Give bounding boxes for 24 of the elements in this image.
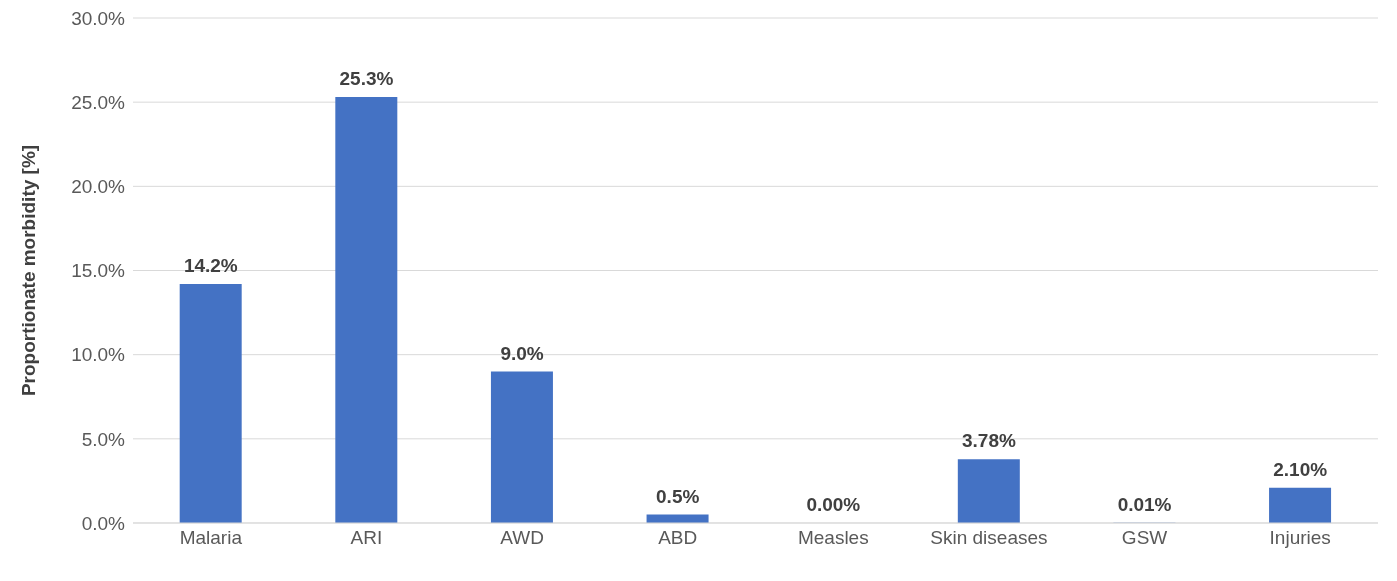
data-label: 14.2% <box>183 254 238 276</box>
data-label: 9.0% <box>500 342 544 364</box>
y-tick-label: 15.0% <box>71 260 126 282</box>
y-tick-label: 30.0% <box>71 7 126 29</box>
data-label: 0.01% <box>1117 493 1172 515</box>
data-label: 0.5% <box>656 485 700 507</box>
data-label: 3.78% <box>962 430 1016 452</box>
x-tick-label: Measles <box>797 527 869 549</box>
data-label: 2.10% <box>1273 458 1328 480</box>
x-tick-label: ABD <box>658 527 698 549</box>
y-tick-label: 0.0% <box>81 512 126 534</box>
y-tick-label: 10.0% <box>71 344 126 366</box>
data-label: 25.3% <box>339 68 394 90</box>
y-axis-title: Proportionate morbidity [%] <box>17 144 39 397</box>
y-tick-label: 20.0% <box>71 176 126 198</box>
x-tick-label: AWD <box>500 527 544 549</box>
x-tick-label: Skin diseases <box>930 527 1048 549</box>
x-tick-label: Malaria <box>179 527 243 549</box>
x-tick-label: GSW <box>1121 527 1168 549</box>
data-label: 0.00% <box>806 494 861 515</box>
x-tick-label: ARI <box>350 527 383 549</box>
y-tick-label: 5.0% <box>81 428 126 450</box>
x-tick-label: Injuries <box>1269 527 1331 549</box>
y-tick-label: 25.0% <box>71 91 126 113</box>
